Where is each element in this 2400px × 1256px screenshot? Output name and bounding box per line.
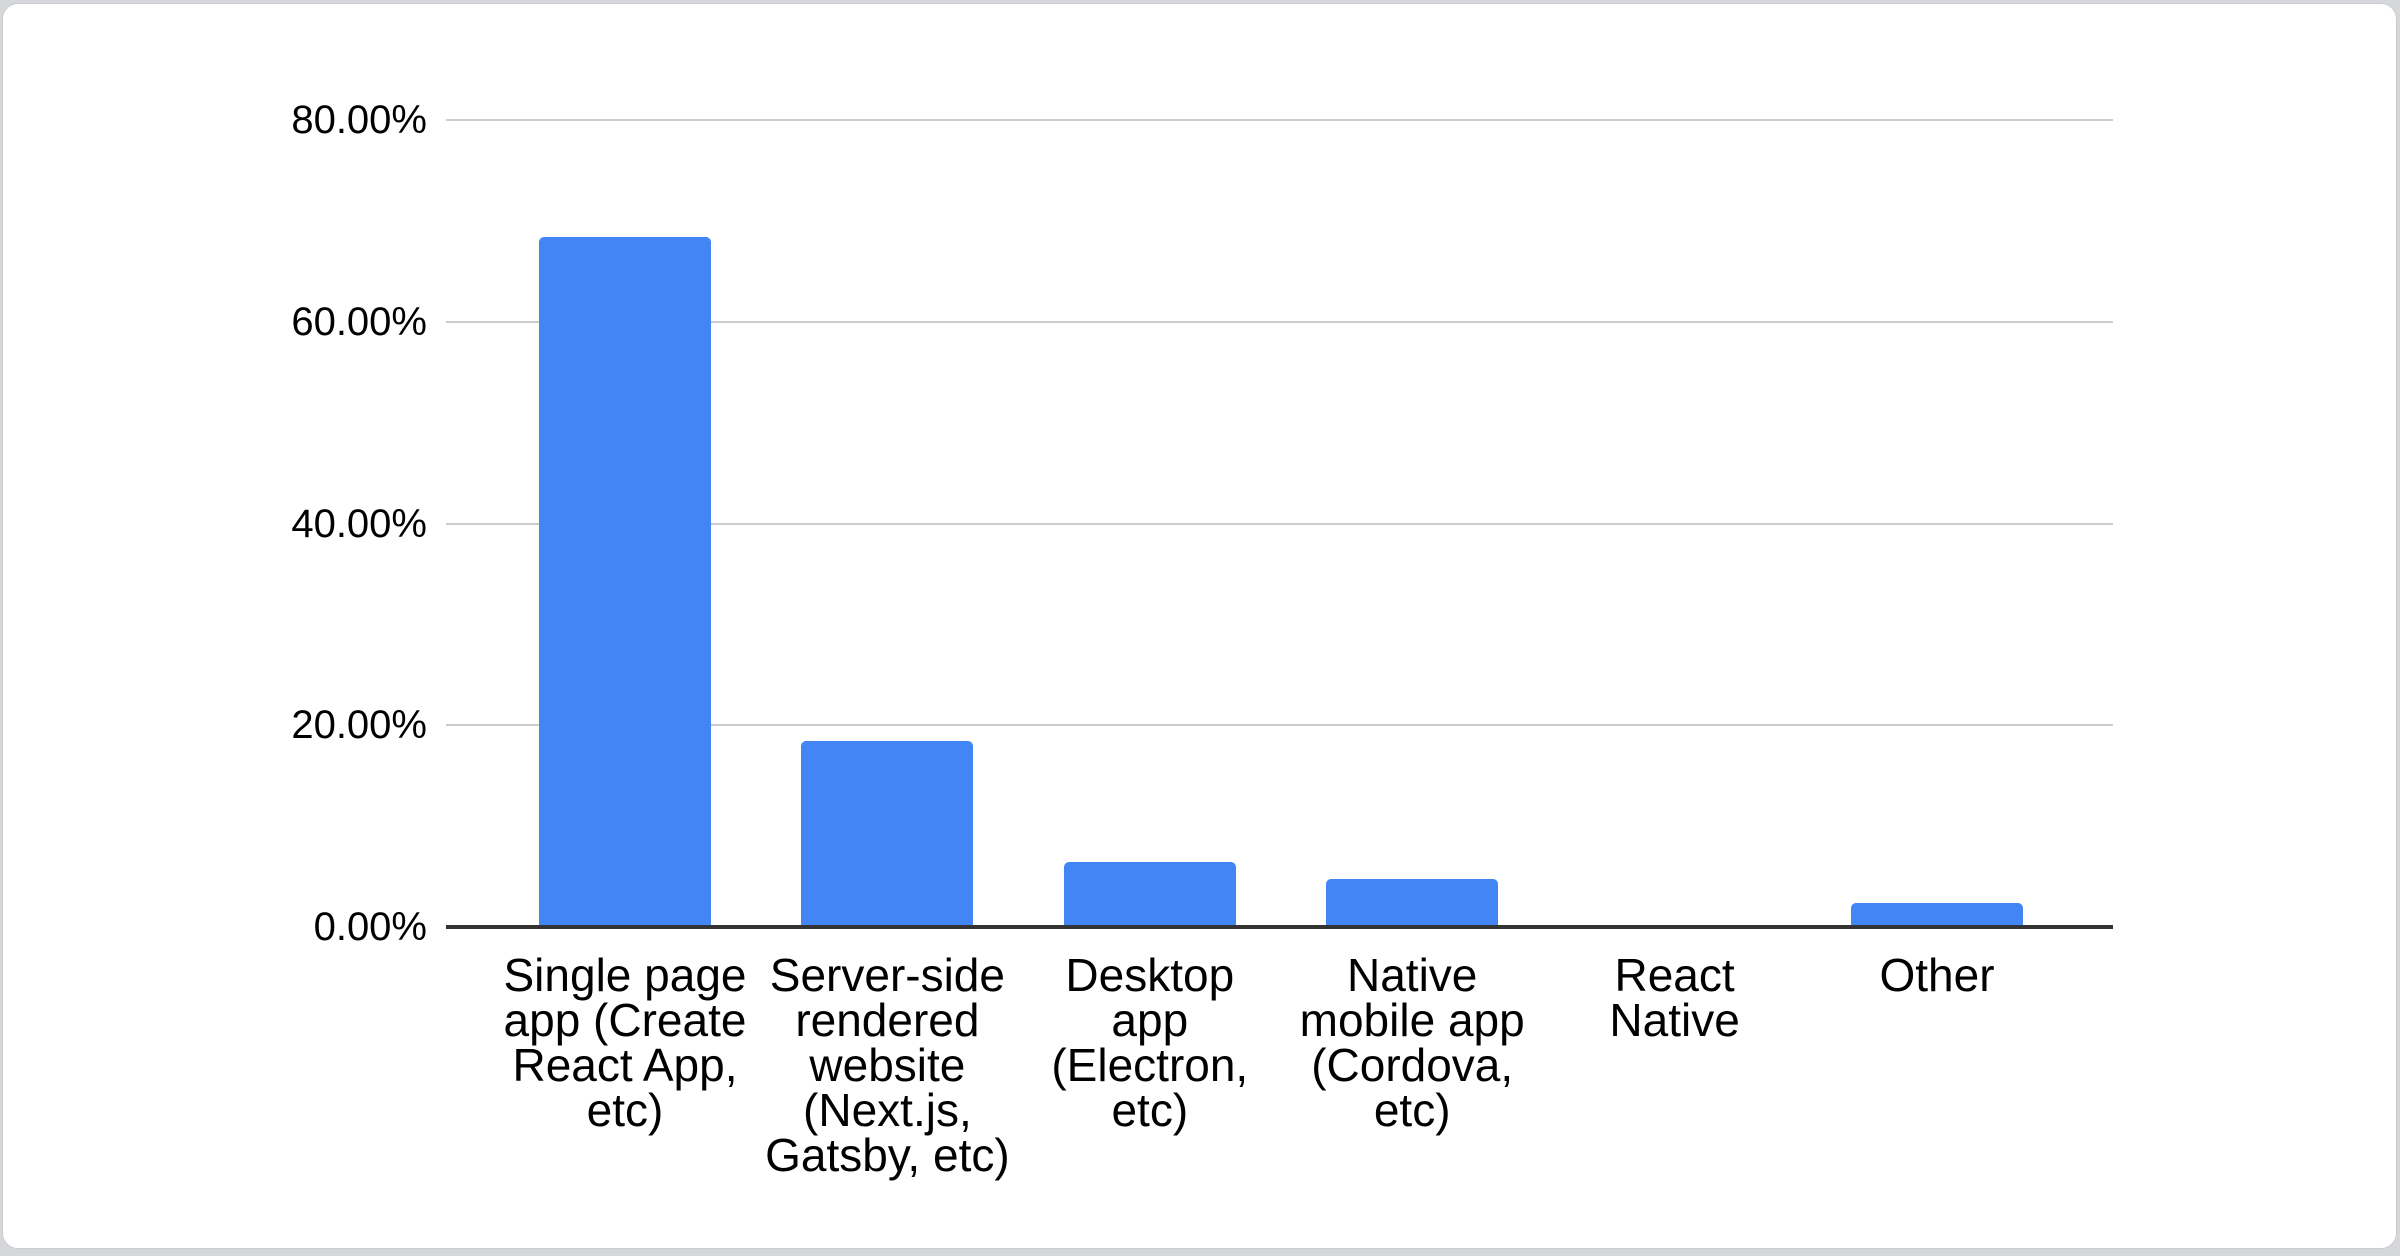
x-tick-label: React Native xyxy=(1609,949,1740,1046)
y-axis-labels: 80.00% 60.00% 40.00% 20.00% 0.00% xyxy=(3,98,427,949)
plot-area xyxy=(446,119,2113,929)
bar-6[interactable] xyxy=(1851,902,2023,927)
bar-1[interactable] xyxy=(539,237,711,927)
x-axis-labels: Single page app (Create React App, etc) S… xyxy=(446,949,2113,1253)
bar-3[interactable] xyxy=(1063,862,1236,927)
y-tick-label: 20.00% xyxy=(291,703,427,748)
x-tick-label: Native mobile app (Cordova, etc) xyxy=(1299,949,1525,1136)
x-tick-label: Single page app (Create React App, etc) xyxy=(503,949,747,1136)
x-axis-baseline xyxy=(446,925,2113,929)
bar-4[interactable] xyxy=(1326,878,1499,927)
chart-card: 80.00% 60.00% 40.00% 20.00% 0.00% Single pag… xyxy=(2,3,2397,1249)
y-tick-label: 0.00% xyxy=(313,905,427,949)
y-tick-label: 40.00% xyxy=(291,501,427,546)
x-tick-label: Other xyxy=(1879,949,1995,1001)
y-tick-label: 80.00% xyxy=(291,98,427,142)
x-tick-label: Server-side rendered website (Next.js, G… xyxy=(765,949,1010,1181)
gridline xyxy=(446,724,2113,727)
y-tick-label: 60.00% xyxy=(291,299,427,344)
x-tick-label: Desktop app (Electron, etc) xyxy=(1051,949,1249,1136)
gridline xyxy=(446,522,2113,525)
gridline xyxy=(446,320,2113,323)
bar-2[interactable] xyxy=(801,741,974,927)
gridline xyxy=(446,119,2113,121)
